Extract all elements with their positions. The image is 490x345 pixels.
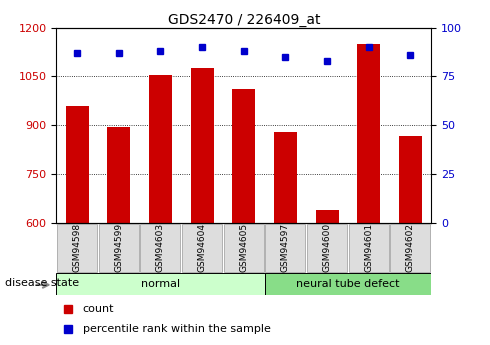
Bar bbox=[66, 106, 89, 223]
Bar bbox=[357, 44, 380, 223]
Bar bbox=[182, 224, 222, 272]
Bar bbox=[141, 224, 180, 272]
Text: GSM94598: GSM94598 bbox=[73, 223, 82, 272]
Bar bbox=[224, 224, 264, 272]
Bar bbox=[349, 224, 389, 272]
Text: percentile rank within the sample: percentile rank within the sample bbox=[83, 324, 270, 334]
Text: GSM94605: GSM94605 bbox=[239, 223, 248, 272]
Bar bbox=[307, 224, 347, 272]
Bar bbox=[274, 131, 297, 223]
Text: GSM94602: GSM94602 bbox=[406, 223, 415, 272]
Text: neural tube defect: neural tube defect bbox=[296, 279, 400, 289]
Bar bbox=[149, 75, 172, 223]
Text: GSM94604: GSM94604 bbox=[197, 223, 207, 272]
Text: GSM94603: GSM94603 bbox=[156, 223, 165, 272]
Bar bbox=[316, 210, 339, 223]
Text: normal: normal bbox=[141, 279, 180, 289]
Text: disease state: disease state bbox=[5, 278, 79, 288]
Bar bbox=[57, 224, 97, 272]
Bar bbox=[56, 273, 265, 295]
Text: GSM94597: GSM94597 bbox=[281, 223, 290, 272]
Bar bbox=[191, 68, 214, 223]
Text: GSM94600: GSM94600 bbox=[322, 223, 332, 272]
Bar bbox=[232, 89, 255, 223]
Text: count: count bbox=[83, 304, 114, 314]
Text: GSM94599: GSM94599 bbox=[114, 223, 123, 272]
Text: GSM94601: GSM94601 bbox=[364, 223, 373, 272]
Title: GDS2470 / 226409_at: GDS2470 / 226409_at bbox=[168, 12, 320, 27]
Bar bbox=[107, 127, 130, 223]
Bar bbox=[265, 273, 431, 295]
Bar bbox=[399, 136, 422, 223]
Bar bbox=[99, 224, 139, 272]
Bar bbox=[391, 224, 430, 272]
Bar bbox=[266, 224, 305, 272]
